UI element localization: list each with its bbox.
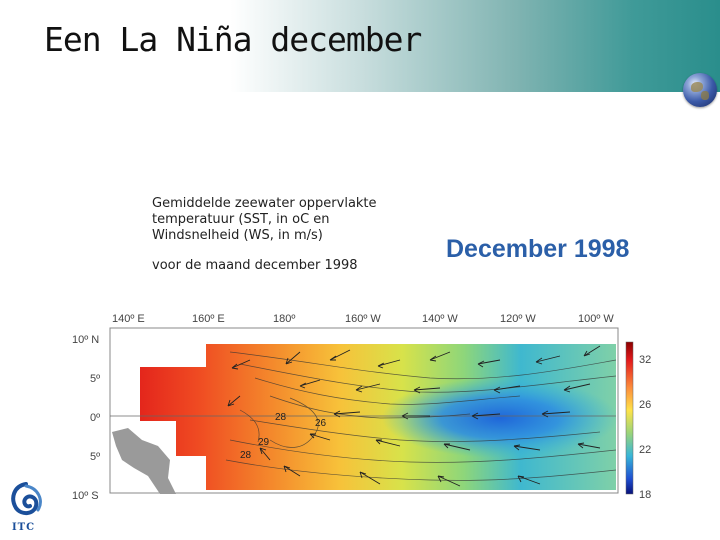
sst-wind-map: 140º E 160º E 180º 160º W 140º W 120º W … <box>72 313 651 502</box>
colorbar <box>625 341 634 495</box>
lat-label: 0º <box>90 412 100 424</box>
colorbar-tick: 32 <box>639 354 651 366</box>
lon-label: 100º W <box>578 313 614 325</box>
lon-label: 140º E <box>112 313 145 325</box>
colorbar-tick: 18 <box>639 489 651 501</box>
itc-logo-icon <box>11 482 42 515</box>
contour-label: 29 <box>258 437 270 448</box>
land-mass <box>112 428 176 494</box>
cold-tongue <box>382 378 618 458</box>
slide-title: Een La Niña december <box>44 20 422 59</box>
caption: Gemiddelde zeewater oppervlakte temperat… <box>152 196 402 274</box>
lon-label: 160º E <box>192 313 225 325</box>
contour-label: 26 <box>315 418 327 429</box>
lon-label: 140º W <box>422 313 458 325</box>
lat-label: 5º <box>90 373 100 385</box>
lon-label: 180º <box>273 313 295 325</box>
colorbar-tick: 22 <box>639 444 651 456</box>
colorbar-tick: 26 <box>639 399 651 411</box>
wind-vectors <box>227 345 601 487</box>
lat-label: 10º S <box>72 490 99 502</box>
caption-line-1: Gemiddelde zeewater oppervlakte temperat… <box>152 196 377 243</box>
lon-label: 160º W <box>345 313 381 325</box>
lat-label: 5º <box>90 451 100 463</box>
contour-label: 28 <box>275 412 287 423</box>
header-band <box>0 0 720 92</box>
contour-label: 28 <box>240 450 252 461</box>
globe-icon <box>683 73 717 107</box>
lat-label: 10º N <box>72 334 99 346</box>
lon-label: 120º W <box>500 313 536 325</box>
figure-title: December 1998 <box>446 235 630 263</box>
logo-text: ITC <box>12 522 36 533</box>
caption-line-2: voor de maand december 1998 <box>152 258 358 273</box>
